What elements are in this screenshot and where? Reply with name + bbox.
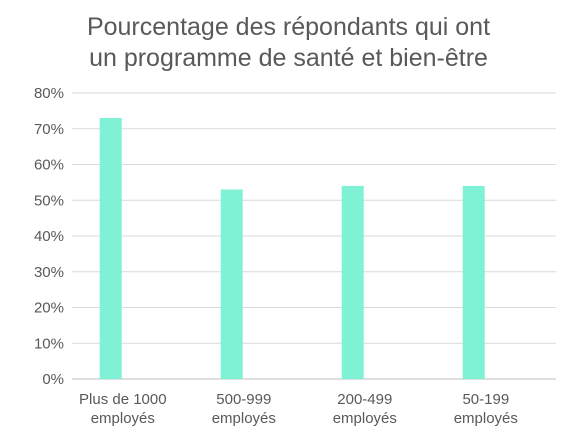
- x-tick-label-1-line-1: 500-999: [216, 391, 271, 408]
- y-tick-label-20: 20%: [34, 300, 64, 317]
- bar-0: [99, 118, 122, 380]
- x-tick-label-0-line-2: employés: [91, 410, 155, 427]
- y-tick-label-50: 50%: [34, 192, 64, 209]
- x-tick-label-3-line-2: employés: [454, 410, 518, 427]
- chart-title-line-2: un programme de santé et bien-être: [89, 44, 488, 72]
- chart-title-line-1: Pourcentage des répondants qui ont: [86, 13, 491, 41]
- y-tick-label-60: 60%: [34, 157, 64, 174]
- x-tick-label-1-line-2: employés: [212, 410, 276, 427]
- y-tick-label-80: 80%: [34, 85, 64, 102]
- bar-3: [462, 185, 485, 379]
- y-tick-label-10: 10%: [34, 335, 64, 352]
- x-tick-label-3-line-1: 50-199: [462, 391, 509, 408]
- y-tick-label-30: 30%: [34, 264, 64, 281]
- chart-title: Pourcentage des répondants qui ont un pr…: [0, 12, 577, 74]
- y-tick-label-40: 40%: [34, 228, 64, 245]
- x-tick-label-2-line-2: employés: [333, 410, 397, 427]
- x-tick-label-2-line-1: 200-499: [337, 391, 392, 408]
- x-tick-label-0-line-1: Plus de 1000: [79, 391, 167, 408]
- y-tick-label-0: 0%: [42, 371, 64, 388]
- bar-1: [220, 189, 243, 379]
- bar-2: [341, 185, 364, 379]
- y-tick-label-70: 70%: [34, 121, 64, 138]
